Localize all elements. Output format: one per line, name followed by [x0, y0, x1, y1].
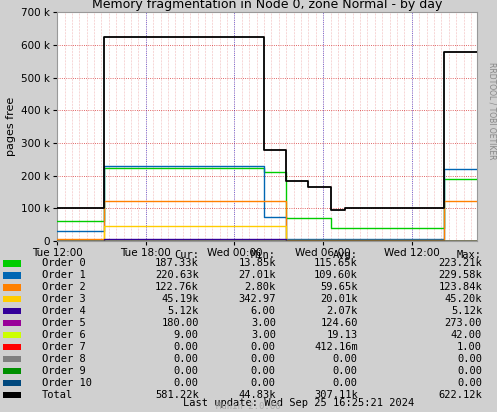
Text: 342.97: 342.97	[239, 294, 276, 304]
Text: Order 6: Order 6	[42, 330, 86, 340]
Text: 9.00: 9.00	[174, 330, 199, 340]
Text: 5.12k: 5.12k	[451, 306, 482, 316]
Text: Total: Total	[42, 390, 74, 400]
Text: 180.00: 180.00	[162, 318, 199, 328]
Text: Order 7: Order 7	[42, 342, 86, 352]
Text: Munin 2.0.66: Munin 2.0.66	[216, 402, 281, 411]
Text: 42.00: 42.00	[451, 330, 482, 340]
Bar	[3, 332, 21, 338]
Text: 0.00: 0.00	[251, 366, 276, 376]
Text: 0.00: 0.00	[333, 354, 358, 364]
Text: 1.00: 1.00	[457, 342, 482, 352]
Text: 44.83k: 44.83k	[239, 390, 276, 400]
Text: 123.84k: 123.84k	[438, 282, 482, 292]
Text: 412.16m: 412.16m	[314, 342, 358, 352]
Text: 59.65k: 59.65k	[321, 282, 358, 292]
Text: 6.00: 6.00	[251, 306, 276, 316]
Text: Order 4: Order 4	[42, 306, 86, 316]
Text: Order 3: Order 3	[42, 294, 86, 304]
Text: 0.00: 0.00	[333, 366, 358, 376]
Text: 0.00: 0.00	[457, 378, 482, 388]
Text: 0.00: 0.00	[174, 354, 199, 364]
Text: 20.01k: 20.01k	[321, 294, 358, 304]
Bar	[3, 344, 21, 350]
Text: Order 5: Order 5	[42, 318, 86, 328]
Text: 3.00: 3.00	[251, 318, 276, 328]
Text: Min:: Min:	[251, 250, 276, 260]
Text: 19.13: 19.13	[327, 330, 358, 340]
Title: Memory fragmentation in Node 0, zone Normal - by day: Memory fragmentation in Node 0, zone Nor…	[92, 0, 442, 11]
Text: 109.60k: 109.60k	[314, 270, 358, 280]
Y-axis label: pages free: pages free	[5, 97, 15, 156]
Text: 622.12k: 622.12k	[438, 390, 482, 400]
Bar	[3, 284, 21, 290]
Text: 0.00: 0.00	[174, 342, 199, 352]
Text: Order 0: Order 0	[42, 258, 86, 268]
Bar	[3, 296, 21, 302]
Text: 0.00: 0.00	[457, 354, 482, 364]
Text: 124.60: 124.60	[321, 318, 358, 328]
Text: 3.00: 3.00	[251, 330, 276, 340]
Text: 0.00: 0.00	[251, 354, 276, 364]
Text: Order 10: Order 10	[42, 378, 92, 388]
Text: 581.22k: 581.22k	[155, 390, 199, 400]
Text: 229.58k: 229.58k	[438, 270, 482, 280]
Bar	[3, 320, 21, 326]
Text: Order 9: Order 9	[42, 366, 86, 376]
Text: 2.07k: 2.07k	[327, 306, 358, 316]
Text: Last update: Wed Sep 25 16:25:21 2024: Last update: Wed Sep 25 16:25:21 2024	[182, 398, 414, 408]
Bar	[3, 392, 21, 398]
Text: 223.21k: 223.21k	[438, 258, 482, 268]
Text: 0.00: 0.00	[251, 378, 276, 388]
Bar	[3, 272, 21, 279]
Text: 0.00: 0.00	[333, 378, 358, 388]
Text: Cur:: Cur:	[174, 250, 199, 260]
Text: Max:: Max:	[457, 250, 482, 260]
Text: Avg:: Avg:	[333, 250, 358, 260]
Text: 45.19k: 45.19k	[162, 294, 199, 304]
Text: 2.80k: 2.80k	[245, 282, 276, 292]
Text: 0.00: 0.00	[251, 342, 276, 352]
Text: RRDTOOL / TOBI OETIKER: RRDTOOL / TOBI OETIKER	[487, 63, 496, 160]
Text: Order 2: Order 2	[42, 282, 86, 292]
Text: 13.85k: 13.85k	[239, 258, 276, 268]
Bar	[3, 380, 21, 386]
Text: 0.00: 0.00	[174, 366, 199, 376]
Text: 273.00: 273.00	[445, 318, 482, 328]
Text: 45.20k: 45.20k	[445, 294, 482, 304]
Text: Order 1: Order 1	[42, 270, 86, 280]
Text: 122.76k: 122.76k	[155, 282, 199, 292]
Bar	[3, 368, 21, 375]
Text: 5.12k: 5.12k	[167, 306, 199, 316]
Text: 27.01k: 27.01k	[239, 270, 276, 280]
Bar	[3, 260, 21, 267]
Text: 0.00: 0.00	[174, 378, 199, 388]
Text: 220.63k: 220.63k	[155, 270, 199, 280]
Text: 307.11k: 307.11k	[314, 390, 358, 400]
Bar	[3, 356, 21, 363]
Text: 187.33k: 187.33k	[155, 258, 199, 268]
Bar	[3, 308, 21, 314]
Text: 0.00: 0.00	[457, 366, 482, 376]
Text: 115.65k: 115.65k	[314, 258, 358, 268]
Text: Order 8: Order 8	[42, 354, 86, 364]
